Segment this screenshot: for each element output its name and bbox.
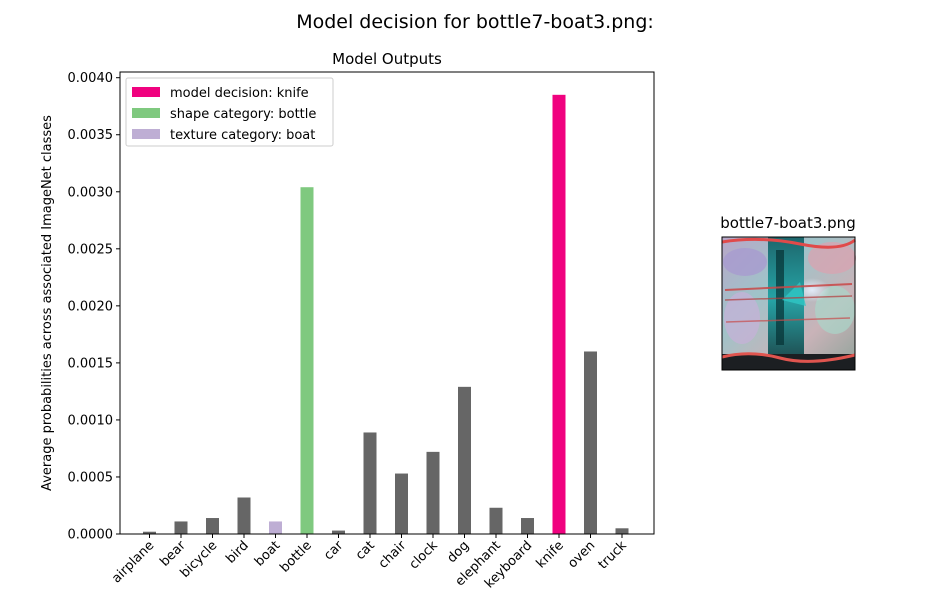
- plot-frame: [119, 71, 655, 535]
- x-tick-label: clock: [407, 538, 442, 573]
- bar-cat: [363, 432, 377, 534]
- y-tick-label: 0.0025: [68, 242, 114, 257]
- legend-swatch: [132, 108, 160, 118]
- bar-boat: [269, 521, 282, 534]
- x-tick-label: cat: [353, 538, 378, 563]
- y-tick-label: 0.0005: [68, 470, 114, 485]
- legend-entry: shape category: bottle: [170, 107, 316, 122]
- bar-bicycle: [206, 518, 219, 534]
- bar-truck: [615, 528, 629, 534]
- stimulus-image: [721, 236, 856, 371]
- bar-chair: [395, 473, 408, 534]
- bar-oven: [584, 351, 597, 534]
- chart-title: Model Outputs: [332, 50, 442, 68]
- x-tick-label: bird: [223, 538, 251, 566]
- legend-swatch: [132, 87, 160, 97]
- x-tick-label: airplane: [109, 538, 157, 586]
- legend-box: [125, 77, 334, 147]
- bar-dog: [458, 386, 471, 534]
- x-tick-label: bottle: [277, 538, 314, 575]
- y-tick-label: 0.0030: [68, 185, 114, 200]
- bars: [143, 94, 629, 534]
- y-tick-label: 0.0020: [68, 299, 114, 314]
- bar-bird: [237, 497, 251, 534]
- x-tick-label: truck: [596, 538, 631, 573]
- y-tick-label: 0.0015: [68, 356, 114, 371]
- x-tick-label: knife: [534, 538, 567, 571]
- y-tick-label: 0.0040: [68, 71, 114, 86]
- legend-entry: texture category: boat: [170, 128, 315, 143]
- x-tick-label: car: [321, 538, 347, 564]
- bar-elephant: [489, 507, 503, 534]
- y-axis-label: Average probabilities across associated …: [40, 115, 55, 491]
- thumbnail-title: bottle7-boat3.png: [720, 214, 855, 232]
- x-tick-label: oven: [565, 538, 598, 571]
- bar-airplane: [143, 531, 156, 534]
- legend: model decision: knife shape category: bot…: [125, 77, 334, 147]
- y-tick-label: 0.0000: [68, 528, 114, 543]
- x-tick-label: chair: [376, 538, 410, 572]
- bar-bear: [174, 521, 188, 534]
- y-tick-label: 0.0010: [68, 413, 114, 428]
- y-axis-ticks: 0.0000 0.0005 0.0010 0.0015 0.0020 0.0025 0.00…: [68, 71, 120, 543]
- bar-chart: Model Outputs Average probabilities acro…: [40, 50, 655, 591]
- legend-swatch: [132, 129, 160, 139]
- bar-clock: [426, 451, 440, 534]
- y-tick-label: 0.0035: [68, 128, 114, 143]
- bar-keyboard: [521, 518, 534, 534]
- legend-entry: model decision: knife: [170, 86, 309, 101]
- bar-bottle: [300, 187, 314, 534]
- bar-car: [332, 530, 345, 534]
- figure-title: Model decision for bottle7-boat3.png:: [296, 11, 654, 33]
- bar-knife: [552, 94, 566, 534]
- stimulus-thumbnail: bottle7-boat3.png: [720, 214, 856, 371]
